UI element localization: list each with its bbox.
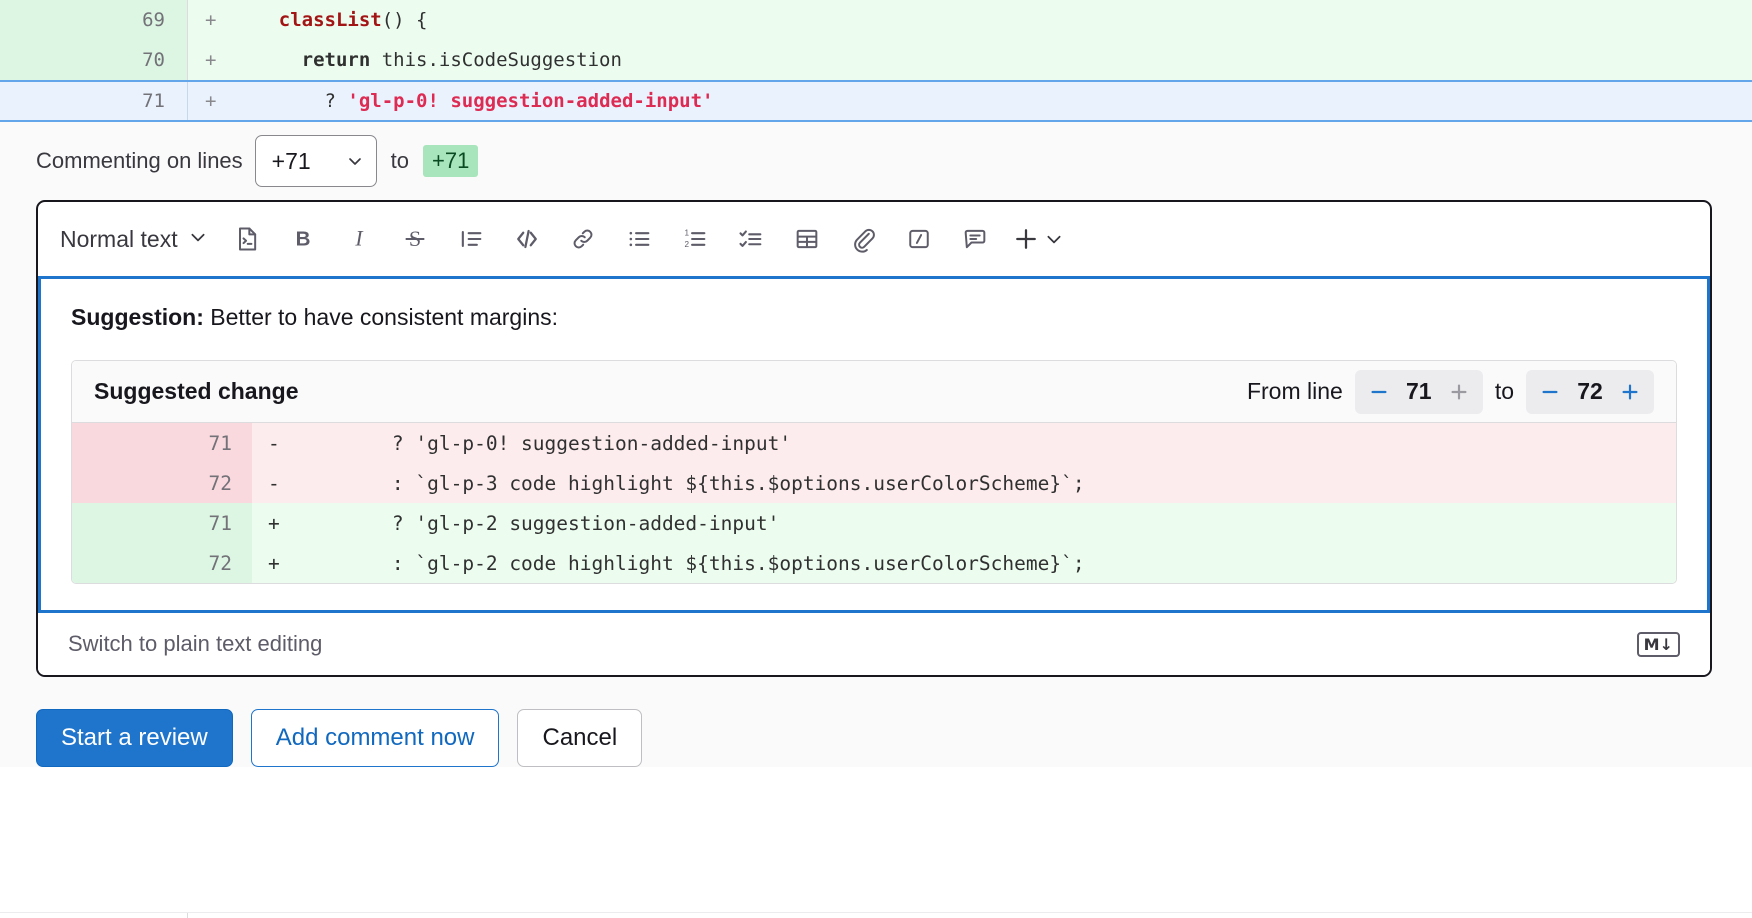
- suggestion-prefix: Suggestion:: [71, 304, 204, 330]
- to-line-stepper: 72: [1526, 369, 1654, 414]
- suggestion-line-number: 72: [72, 463, 252, 504]
- code-token-keyword: return: [301, 49, 371, 71]
- comment-template-icon[interactable]: [947, 213, 1003, 265]
- suggestion-line-code: ? 'gl-p-0! suggestion-added-input': [298, 431, 792, 455]
- from-line-label: From line: [1246, 378, 1343, 405]
- suggestion-line-number: 72: [72, 543, 252, 584]
- code-token-string: 'gl-p-0! suggestion-added-input': [347, 90, 714, 112]
- diff-line-number: 71: [0, 82, 187, 120]
- bottom-divider: [0, 912, 1752, 918]
- diff-line-sign: +: [187, 40, 233, 80]
- svg-text:I: I: [354, 227, 364, 251]
- chevron-down-icon: [1047, 235, 1061, 244]
- italic-icon[interactable]: I: [331, 213, 387, 265]
- from-line-select[interactable]: +71: [254, 135, 377, 187]
- suggestion-line-sign: +: [268, 511, 280, 535]
- commenting-on-lines-label: Commenting on lines: [36, 148, 243, 173]
- insert-code-suggestion-icon[interactable]: [219, 213, 275, 265]
- strikethrough-icon[interactable]: S: [387, 213, 443, 265]
- code-token-rest: () {: [381, 9, 428, 31]
- bold-icon[interactable]: B: [275, 213, 331, 265]
- diff-context-lines: 69 + classList() { 70 + return this.isCo…: [0, 0, 1752, 122]
- suggested-change-header: Suggested change From line 71: [72, 361, 1676, 424]
- plus-icon[interactable]: [1610, 372, 1650, 412]
- comment-editor: Normal text B I: [36, 200, 1712, 678]
- minus-icon[interactable]: [1530, 372, 1570, 412]
- commenting-on-lines-row: Commenting on lines +71 to +71: [36, 122, 1716, 200]
- suggestion-diff-row: 71 - ? 'gl-p-0! suggestion-added-input': [72, 423, 1676, 464]
- task-list-icon[interactable]: [723, 213, 779, 265]
- minus-icon[interactable]: [1359, 372, 1399, 412]
- suggestion-line-number: 71: [72, 503, 252, 544]
- diff-line-69[interactable]: 69 + classList() {: [0, 0, 1752, 40]
- code-icon[interactable]: [499, 213, 555, 265]
- suggestion-line-code: : `gl-p-2 code highlight ${this.$options…: [298, 551, 1085, 575]
- suggestion-paragraph: Suggestion: Better to have consistent ma…: [71, 301, 1677, 334]
- suggestion-text: Better to have consistent margins:: [203, 304, 559, 330]
- diff-line-code: classList() {: [233, 0, 428, 40]
- from-line-value: 71: [1406, 378, 1432, 405]
- diff-line-number: 70: [0, 40, 187, 80]
- plus-icon[interactable]: [1439, 372, 1479, 412]
- code-token-operator: ?: [324, 90, 348, 112]
- suggestion-line-number: 71: [72, 423, 252, 464]
- code-token-function: classList: [278, 9, 382, 31]
- chevron-down-icon: [347, 153, 363, 169]
- suggestion-line-sign: +: [268, 551, 280, 575]
- to-label: to: [390, 148, 410, 173]
- svg-text:B: B: [295, 228, 310, 251]
- to-line-badge: +71: [423, 145, 479, 177]
- form-actions: Start a review Add comment now Cancel: [36, 677, 1716, 768]
- from-line-stepper: 71: [1354, 369, 1483, 414]
- text-style-dropdown[interactable]: Normal text: [60, 226, 219, 253]
- gutter-divider: [187, 913, 188, 918]
- to-line-value: 72: [1577, 378, 1603, 405]
- slash-command-icon[interactable]: [891, 213, 947, 265]
- from-line-value: +71: [271, 147, 311, 174]
- suggestion-diff-row: 72 + : `gl-p-2 code highlight ${this.$op…: [72, 543, 1676, 584]
- diff-line-70[interactable]: 70 + return this.isCodeSuggestion: [0, 40, 1752, 80]
- chevron-down-icon: [189, 228, 207, 251]
- blockquote-icon[interactable]: [443, 213, 499, 265]
- suggestion-diff-row: 72 - : `gl-p-3 code highlight ${this.$op…: [72, 463, 1676, 504]
- more-options-button[interactable]: [1011, 224, 1063, 254]
- svg-text:1: 1: [684, 229, 689, 238]
- comment-form-area: Commenting on lines +71 to +71 Normal te…: [0, 122, 1752, 768]
- table-icon[interactable]: [779, 213, 835, 265]
- suggestion-line-sign: -: [268, 471, 280, 495]
- suggested-change-line-controls: From line 71: [1246, 369, 1654, 414]
- diff-line-sign: +: [187, 0, 233, 40]
- diff-line-71-selected[interactable]: 71 + ? 'gl-p-0! suggestion-added-input': [0, 80, 1752, 122]
- add-comment-now-button[interactable]: Add comment now: [250, 709, 500, 768]
- editor-footer: Switch to plain text editing M↓: [38, 613, 1710, 676]
- link-icon[interactable]: [555, 213, 611, 265]
- switch-to-plain-text-link[interactable]: Switch to plain text editing: [68, 631, 323, 657]
- suggested-change-title: Suggested change: [94, 378, 299, 405]
- text-style-label: Normal text: [60, 225, 178, 252]
- to-line-label: to: [1494, 378, 1514, 405]
- markdown-icon[interactable]: M↓: [1636, 631, 1680, 657]
- diff-line-sign: +: [187, 82, 233, 120]
- suggestion-line-sign: -: [268, 431, 280, 455]
- bullet-list-icon[interactable]: [611, 213, 667, 265]
- attachment-icon[interactable]: [835, 213, 891, 265]
- numbered-list-icon[interactable]: 1 2: [667, 213, 723, 265]
- cancel-button[interactable]: Cancel: [517, 709, 643, 768]
- diff-line-code: ? 'gl-p-0! suggestion-added-input': [233, 82, 714, 120]
- suggestion-line-code: ? 'gl-p-2 suggestion-added-input': [298, 511, 780, 535]
- svg-text:2: 2: [684, 240, 689, 249]
- code-token-rest: this.isCodeSuggestion: [370, 49, 622, 71]
- diff-line-number: 69: [0, 0, 187, 40]
- suggestion-diff-row: 71 + ? 'gl-p-2 suggestion-added-input': [72, 503, 1676, 544]
- suggestion-line-code: : `gl-p-3 code highlight ${this.$options…: [298, 471, 1085, 495]
- diff-line-code: return this.isCodeSuggestion: [233, 40, 622, 80]
- suggested-change-block: Suggested change From line 71: [71, 360, 1677, 585]
- editor-toolbar: Normal text B I: [38, 202, 1710, 276]
- editor-content[interactable]: Suggestion: Better to have consistent ma…: [41, 279, 1707, 611]
- editor-content-region[interactable]: Suggestion: Better to have consistent ma…: [38, 276, 1710, 614]
- start-a-review-button[interactable]: Start a review: [36, 709, 233, 768]
